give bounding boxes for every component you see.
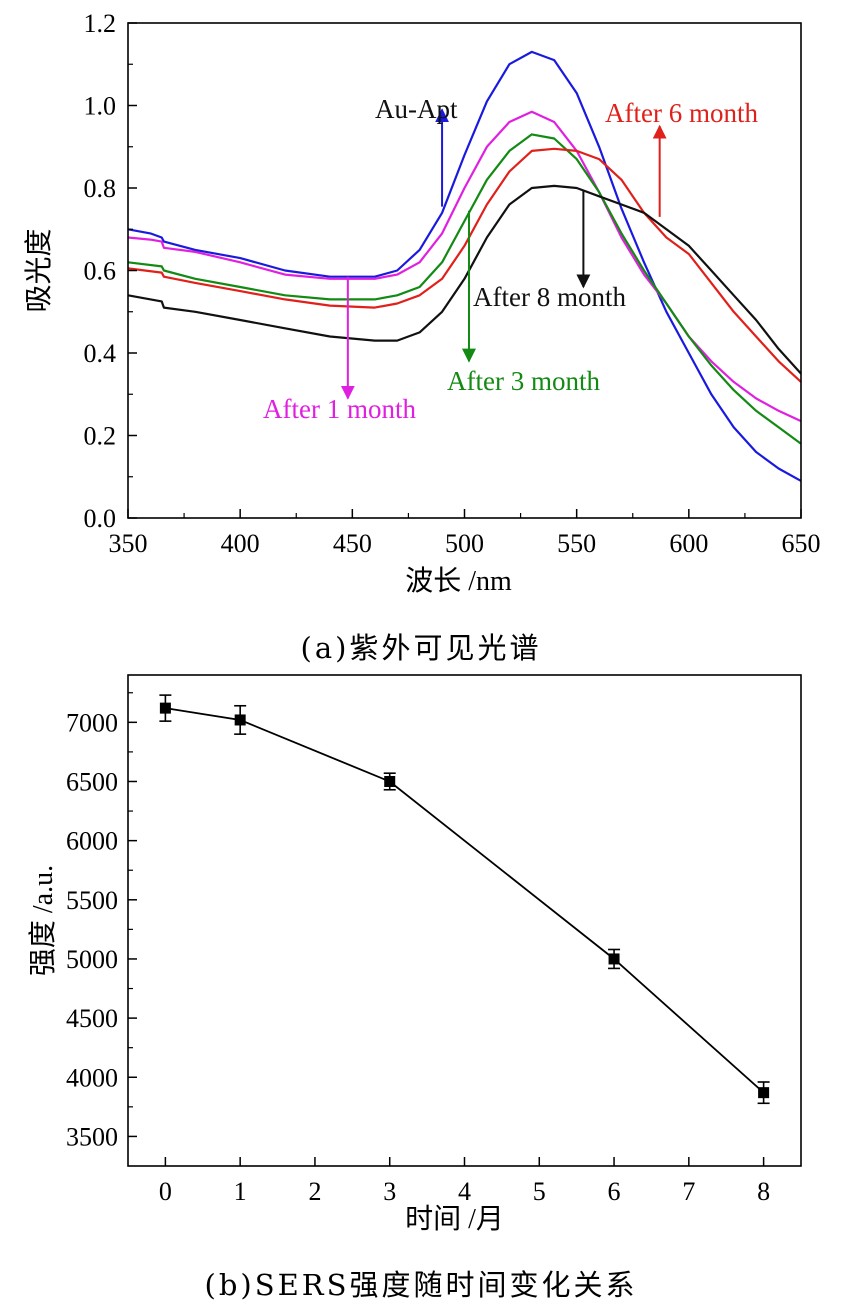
y-tick-label: 0.0 <box>84 504 117 533</box>
data-point-marker <box>608 953 620 965</box>
y-tick-label: 0.4 <box>84 339 117 368</box>
intensity-line <box>165 707 765 1094</box>
uv-vis-chart: 350 400 450 500 550 600 650 0.0 0.2 0.4 0.6 0.8 1.0 1… <box>23 9 821 597</box>
x-tick-label: 7 <box>682 1177 695 1206</box>
y-tick-label: 4000 <box>66 1063 118 1092</box>
x-tick-label: 3 <box>383 1177 396 1206</box>
y-tick-label: 7000 <box>66 708 118 737</box>
y-tick-label: 6500 <box>66 767 118 796</box>
x-tick-label: 4 <box>458 1177 471 1206</box>
x-tick-label: 1 <box>234 1177 247 1206</box>
x-axis-label: 波长 /nm <box>405 565 512 597</box>
caption-b: (b)SERS强度随时间变化关系 <box>204 1268 638 1302</box>
y-tick-label: 3500 <box>66 1122 118 1151</box>
data-point-marker <box>159 702 171 714</box>
y-tick-label: 0.8 <box>84 174 117 203</box>
x-axis-label: 时间 /月 <box>405 1203 504 1235</box>
spectrum-line-3 <box>127 147 802 383</box>
y-tick-label: 1.0 <box>84 92 117 121</box>
annotation-label: After 6 month <box>605 98 758 128</box>
data-point-marker <box>234 714 246 726</box>
x-tick-label: 650 <box>782 529 821 558</box>
y-tick-label: 5500 <box>66 886 118 915</box>
annotation-label: After 8 month <box>473 282 626 312</box>
x-tick-label: 8 <box>757 1177 770 1206</box>
data-point-marker <box>384 775 396 787</box>
x-tick-label: 5 <box>533 1177 546 1206</box>
y-axis-label: 吸光度 <box>23 228 55 312</box>
x-tick-label: 450 <box>333 529 372 558</box>
spectrum-line-2 <box>127 133 802 445</box>
spectrum-line-4 <box>127 184 802 375</box>
y-tick-label: 6000 <box>66 827 118 856</box>
y-axis-label: 强度 /a.u. <box>27 865 59 976</box>
plot-frame-b <box>127 674 802 1167</box>
x-tick-label: 500 <box>445 529 484 558</box>
annotation-label: After 1 month <box>263 394 416 424</box>
x-tick-label: 400 <box>221 529 260 558</box>
x-tick-label: 600 <box>669 529 708 558</box>
y-tick-label: 1.2 <box>84 9 117 38</box>
y-tick-label: 0.6 <box>84 257 117 286</box>
x-tick-label: 6 <box>608 1177 621 1206</box>
spectrum-line-1 <box>127 110 802 423</box>
spectrum-line-0 <box>127 50 802 482</box>
y-tick-label: 4500 <box>66 1004 118 1033</box>
x-tick-label: 0 <box>159 1177 172 1206</box>
y-tick-label: 0.2 <box>84 422 117 451</box>
data-point-marker <box>758 1087 770 1099</box>
x-tick-label: 550 <box>557 529 596 558</box>
x-tick-label: 2 <box>308 1177 321 1206</box>
annotation-label: After 3 month <box>447 366 600 396</box>
caption-a: (a)紫外可见光谱 <box>300 631 542 665</box>
x-tick-label: 350 <box>109 529 148 558</box>
y-tick-label: 5000 <box>66 945 118 974</box>
annotation-label: Au-Apt <box>375 94 458 124</box>
